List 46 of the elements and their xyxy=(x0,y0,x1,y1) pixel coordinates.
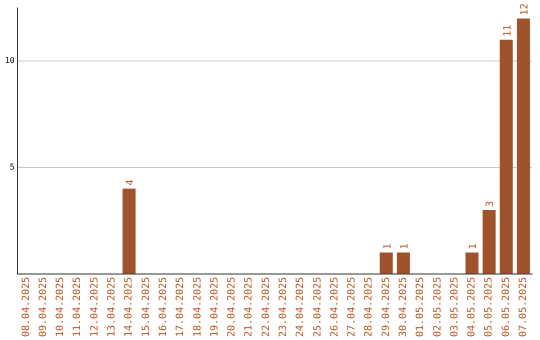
x-tick-label: 25.04.2025 xyxy=(312,276,324,338)
data-label: 1 xyxy=(382,243,394,250)
x-tick-label: 02.05.2025 xyxy=(432,276,444,338)
x-tick-label: 14.04.2025 xyxy=(124,276,135,338)
data-label: 3 xyxy=(485,200,496,207)
bar xyxy=(122,188,136,274)
data-label: 1 xyxy=(468,243,479,250)
x-tick-label: 06.05.2025 xyxy=(500,276,512,338)
x-tick-label: 28.04.2025 xyxy=(364,276,375,338)
data-label: 11 xyxy=(502,24,514,37)
x-tick-label: 12.04.2025 xyxy=(89,276,100,338)
x-tick-label: 10.04.2025 xyxy=(55,276,66,338)
x-tick-label: 22.04.2025 xyxy=(260,276,272,338)
x-tick-label: 29.04.2025 xyxy=(380,276,392,338)
y-tick-label: 10 xyxy=(4,56,15,66)
x-tick-label: 17.04.2025 xyxy=(175,276,186,338)
bar xyxy=(516,18,530,274)
data-label: 1 xyxy=(399,243,410,250)
bar xyxy=(500,40,513,274)
data-label: 12 xyxy=(519,3,530,16)
x-tick-label: 24.04.2025 xyxy=(295,276,306,338)
y-tick-label: 5 xyxy=(10,162,15,172)
bar xyxy=(396,252,410,274)
x-tick-label: 04.05.2025 xyxy=(466,276,478,338)
x-tick-label: 26.04.2025 xyxy=(329,276,340,338)
x-tick-label: 19.04.2025 xyxy=(209,276,220,338)
x-tick-label: 08.04.2025 xyxy=(20,276,32,338)
x-tick-label: 16.04.2025 xyxy=(158,276,169,338)
bar xyxy=(380,252,393,274)
x-tick-label: 09.04.2025 xyxy=(38,276,49,338)
x-tick-label: 30.04.2025 xyxy=(398,276,409,338)
x-tick-label: 15.04.2025 xyxy=(140,276,152,338)
x-tick-label: 13.04.2025 xyxy=(106,276,118,338)
x-tick-label: 21.04.2025 xyxy=(244,276,255,338)
data-label: 4 xyxy=(125,180,136,186)
x-tick-label: 23.04.2025 xyxy=(278,276,289,338)
bar xyxy=(465,252,479,274)
x-tick-label: 01.05.2025 xyxy=(415,276,426,338)
x-tick-label: 11.04.2025 xyxy=(72,276,84,338)
x-tick-label: 07.05.2025 xyxy=(518,276,530,338)
bar xyxy=(482,210,496,274)
x-tick-label: 27.04.2025 xyxy=(346,276,358,338)
x-tick-label: 05.05.2025 xyxy=(484,276,495,338)
x-tick-label: 03.05.2025 xyxy=(449,276,460,338)
x-tick-label: 18.04.2025 xyxy=(192,276,204,338)
x-tick-label: 20.04.2025 xyxy=(226,276,238,338)
